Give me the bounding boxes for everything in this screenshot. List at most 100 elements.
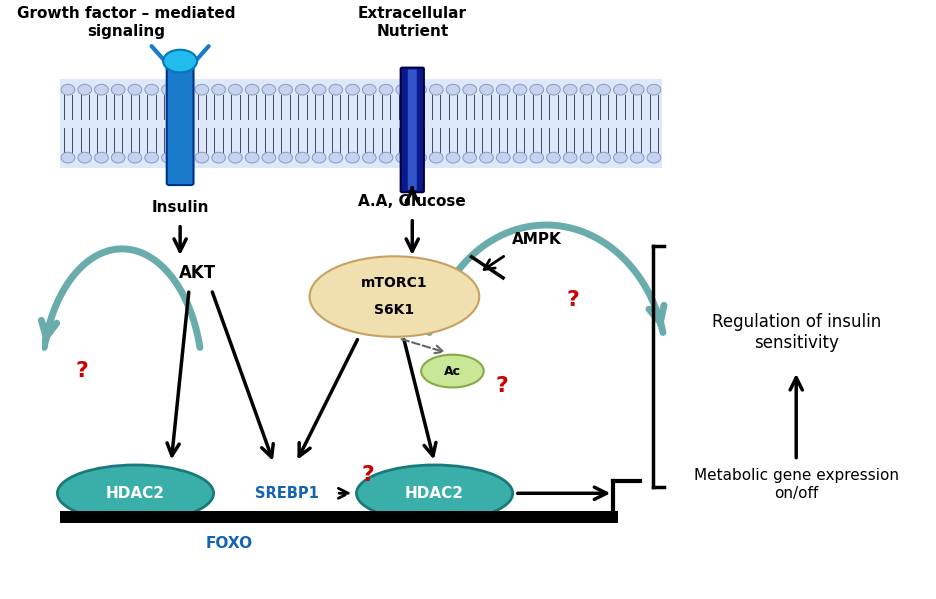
Ellipse shape xyxy=(279,84,292,95)
Text: Regulation of insulin
sensitivity: Regulation of insulin sensitivity xyxy=(711,313,881,352)
Ellipse shape xyxy=(413,152,427,163)
Text: AKT: AKT xyxy=(180,264,216,282)
Ellipse shape xyxy=(61,152,75,163)
Ellipse shape xyxy=(463,152,476,163)
Ellipse shape xyxy=(614,84,627,95)
Text: HDAC2: HDAC2 xyxy=(106,486,165,501)
Text: ?: ? xyxy=(495,376,508,396)
Text: ?: ? xyxy=(566,289,579,310)
Ellipse shape xyxy=(228,84,242,95)
Ellipse shape xyxy=(563,84,578,95)
Ellipse shape xyxy=(647,152,661,163)
Ellipse shape xyxy=(128,84,141,95)
Ellipse shape xyxy=(296,84,309,95)
FancyBboxPatch shape xyxy=(167,62,194,185)
FancyBboxPatch shape xyxy=(408,69,417,190)
Ellipse shape xyxy=(329,152,343,163)
Text: Insulin: Insulin xyxy=(152,199,209,214)
Ellipse shape xyxy=(345,84,359,95)
Text: A.A, Glucose: A.A, Glucose xyxy=(358,193,466,208)
Ellipse shape xyxy=(547,84,561,95)
Text: Ac: Ac xyxy=(444,365,461,377)
Ellipse shape xyxy=(421,355,484,388)
Ellipse shape xyxy=(446,152,460,163)
Text: Metabolic gene expression
on/off: Metabolic gene expression on/off xyxy=(694,468,899,501)
Text: SREBP1: SREBP1 xyxy=(256,486,319,501)
Ellipse shape xyxy=(479,152,493,163)
Ellipse shape xyxy=(145,84,158,95)
Ellipse shape xyxy=(145,152,158,163)
Ellipse shape xyxy=(547,152,561,163)
Ellipse shape xyxy=(195,84,209,95)
Ellipse shape xyxy=(614,152,627,163)
Ellipse shape xyxy=(530,84,544,95)
Ellipse shape xyxy=(61,84,75,95)
Ellipse shape xyxy=(430,84,443,95)
Ellipse shape xyxy=(128,152,141,163)
Ellipse shape xyxy=(212,152,226,163)
Text: ?: ? xyxy=(76,361,88,381)
Ellipse shape xyxy=(379,152,393,163)
Ellipse shape xyxy=(446,84,460,95)
Ellipse shape xyxy=(630,152,644,163)
Ellipse shape xyxy=(178,84,192,95)
Ellipse shape xyxy=(513,152,527,163)
Ellipse shape xyxy=(345,152,359,163)
Text: Growth factor – mediated
signaling: Growth factor – mediated signaling xyxy=(17,6,236,38)
Ellipse shape xyxy=(313,152,326,163)
Ellipse shape xyxy=(212,84,226,95)
Ellipse shape xyxy=(313,84,326,95)
Text: ?: ? xyxy=(361,465,374,485)
Ellipse shape xyxy=(479,84,493,95)
Ellipse shape xyxy=(162,84,175,95)
Ellipse shape xyxy=(329,84,343,95)
Ellipse shape xyxy=(430,152,443,163)
Ellipse shape xyxy=(463,84,476,95)
Ellipse shape xyxy=(530,152,544,163)
Ellipse shape xyxy=(162,152,175,163)
Ellipse shape xyxy=(379,84,393,95)
Text: FOXO: FOXO xyxy=(206,537,253,552)
Bar xyxy=(60,79,663,168)
Ellipse shape xyxy=(78,84,92,95)
Ellipse shape xyxy=(597,152,610,163)
Ellipse shape xyxy=(279,152,292,163)
Ellipse shape xyxy=(496,152,510,163)
Ellipse shape xyxy=(310,256,479,337)
Ellipse shape xyxy=(413,84,427,95)
Ellipse shape xyxy=(245,152,259,163)
Ellipse shape xyxy=(396,84,410,95)
Ellipse shape xyxy=(57,465,213,522)
Ellipse shape xyxy=(111,152,125,163)
Bar xyxy=(60,511,618,523)
Ellipse shape xyxy=(580,84,593,95)
Ellipse shape xyxy=(262,152,276,163)
Ellipse shape xyxy=(396,152,410,163)
Ellipse shape xyxy=(513,84,527,95)
Ellipse shape xyxy=(296,152,309,163)
Ellipse shape xyxy=(111,84,125,95)
Ellipse shape xyxy=(496,84,510,95)
Ellipse shape xyxy=(262,84,276,95)
Text: HDAC2: HDAC2 xyxy=(405,486,464,501)
Ellipse shape xyxy=(362,84,376,95)
Text: AMPK: AMPK xyxy=(512,232,563,247)
Ellipse shape xyxy=(362,152,376,163)
Text: Extracellular
Nutrient: Extracellular Nutrient xyxy=(358,6,467,38)
Ellipse shape xyxy=(245,84,259,95)
Ellipse shape xyxy=(647,84,661,95)
Ellipse shape xyxy=(195,152,209,163)
Ellipse shape xyxy=(630,84,644,95)
Ellipse shape xyxy=(228,152,242,163)
Text: mTORC1: mTORC1 xyxy=(361,276,428,291)
Text: S6K1: S6K1 xyxy=(374,302,415,317)
FancyBboxPatch shape xyxy=(401,68,424,192)
Ellipse shape xyxy=(580,152,593,163)
Ellipse shape xyxy=(163,50,197,72)
Ellipse shape xyxy=(78,152,92,163)
Ellipse shape xyxy=(597,84,610,95)
Ellipse shape xyxy=(95,152,109,163)
Ellipse shape xyxy=(357,465,513,522)
Ellipse shape xyxy=(178,152,192,163)
Ellipse shape xyxy=(95,84,109,95)
